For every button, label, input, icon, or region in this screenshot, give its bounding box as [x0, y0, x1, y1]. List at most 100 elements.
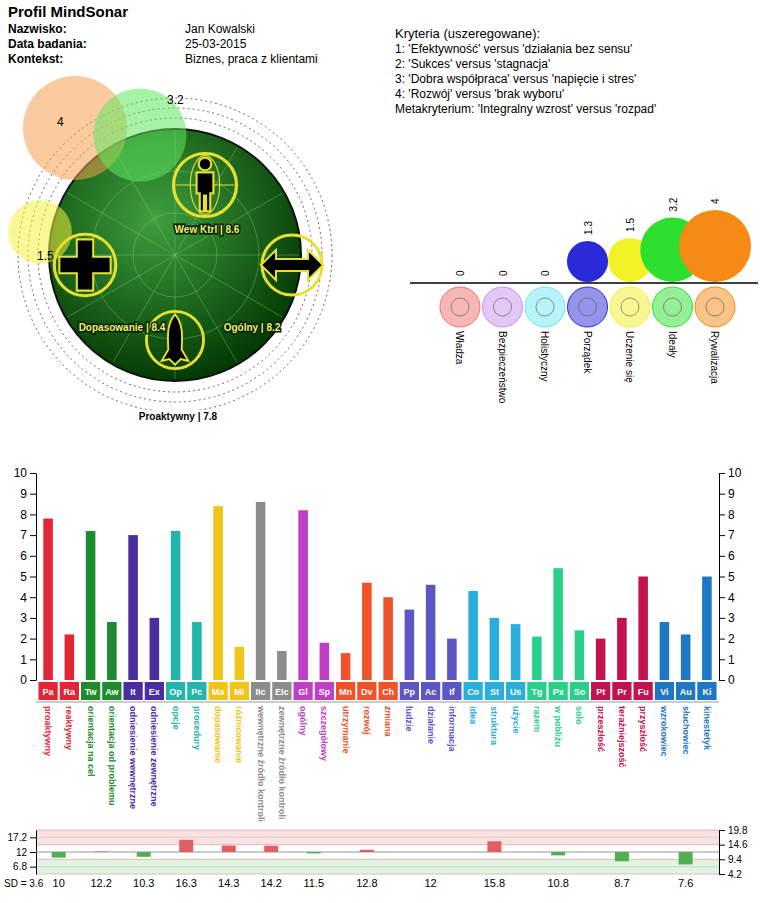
category-code: Ac	[425, 687, 437, 697]
bar	[426, 585, 436, 680]
code-box	[379, 682, 398, 700]
field-value: 25-03-2015	[185, 37, 247, 51]
icon-shape	[59, 239, 110, 290]
tick: 5	[719, 570, 735, 584]
tick-label: 7	[20, 528, 27, 542]
deviation-bar	[222, 846, 236, 852]
bar	[596, 639, 606, 680]
category-name: w pobliżu	[553, 705, 563, 747]
bar	[638, 577, 648, 681]
code-box	[60, 682, 79, 700]
tick-label: 12	[16, 847, 28, 858]
code-box	[676, 682, 695, 700]
bar	[107, 622, 117, 680]
category-code: Px	[553, 687, 564, 697]
category-code: Ex	[149, 687, 160, 697]
deviation-bars	[36, 840, 719, 865]
tick: 7	[20, 528, 36, 542]
data-label: 14.3	[218, 877, 239, 889]
code-box	[81, 682, 100, 700]
web-line	[68, 193, 283, 317]
category-name: orientacja na cel	[86, 706, 96, 777]
bar	[65, 634, 75, 680]
criterion: 3: 'Dobra współpraca' versus 'napięcie i…	[395, 72, 636, 86]
category-name: idea	[468, 706, 478, 725]
data-label: 11.5	[303, 877, 324, 889]
axis-line	[719, 831, 720, 875]
bar	[532, 637, 542, 680]
data-label: 1.3	[583, 221, 594, 235]
tick: 9.4	[719, 854, 742, 865]
category-code: Vi	[660, 687, 668, 697]
bubble-label: 4	[57, 115, 64, 129]
code-box	[357, 682, 376, 700]
code-box	[591, 682, 610, 700]
axis: 012345678910	[14, 466, 37, 687]
category-code: Ch	[382, 687, 394, 697]
grid-line	[36, 837, 719, 838]
category-name: opcje	[171, 706, 181, 730]
category-code: IIc	[256, 687, 266, 697]
category-name: szczegółowy	[319, 706, 329, 761]
tick-mark	[719, 577, 725, 578]
field-label: Kontekst:	[8, 52, 63, 66]
bar	[553, 568, 563, 680]
tick-label: 4	[728, 591, 735, 605]
tick: 0	[20, 673, 36, 687]
tick-label: 3	[728, 611, 735, 625]
category-chip-core	[706, 298, 724, 316]
category-label: Rywalizacja	[709, 331, 720, 384]
deviation-bar	[679, 852, 693, 864]
icon	[174, 154, 237, 217]
tick-label: 9	[728, 487, 735, 501]
field-label: Nazwisko:	[8, 22, 67, 36]
category-chip-core	[494, 298, 512, 316]
criteria-title: Kryteria (uszeregowane):	[395, 26, 540, 41]
icon-shape	[261, 250, 323, 280]
category-name: struktura	[489, 706, 499, 746]
tick: 1	[20, 653, 36, 667]
tick: 10	[14, 466, 36, 480]
tick: 6.8	[13, 861, 36, 872]
bar	[405, 610, 415, 680]
title: Profil MindSonar	[8, 3, 128, 20]
data-label: 16.3	[176, 877, 197, 889]
category-name: wzrokowiec	[659, 705, 669, 757]
bar	[468, 591, 478, 680]
tick-label: 7	[728, 528, 735, 542]
tick-mark	[719, 680, 725, 681]
data-label: 1.5	[625, 218, 636, 232]
bar	[702, 577, 712, 681]
category-name: proaktywny	[43, 706, 53, 756]
tick: 1	[719, 653, 735, 667]
grid-line	[36, 866, 719, 867]
bubble-label: 3.2	[167, 93, 184, 107]
category-chip	[610, 287, 650, 327]
category-name: przyszłość	[638, 706, 648, 752]
tick-mark	[30, 852, 36, 853]
category-code: Fu	[638, 687, 649, 697]
category-label: Porządek	[582, 331, 593, 374]
tick-label: 3	[20, 611, 27, 625]
category-name: solo	[574, 706, 584, 725]
bar	[43, 519, 53, 680]
tick: 4.2	[719, 869, 742, 880]
baseline	[410, 282, 758, 284]
tick: 14.6	[719, 839, 748, 850]
data-label: 8.7	[614, 877, 629, 889]
profile: Profil MindSonarNazwisko:Jan KowalskiDat…	[0, 0, 762, 903]
tick-label: 4	[20, 591, 27, 605]
category-code: Pp	[404, 687, 416, 697]
bar	[383, 597, 393, 680]
bar	[660, 622, 670, 680]
tick-label: 4.2	[728, 869, 742, 880]
category-name: użycie	[511, 706, 521, 734]
code-box	[293, 682, 312, 700]
tick-label: 1	[20, 653, 27, 667]
bubble	[679, 210, 751, 282]
band	[36, 830, 719, 845]
category-code: Dv	[361, 687, 373, 697]
data-label: 0	[540, 270, 551, 276]
category-chip	[525, 287, 565, 327]
tick-mark	[30, 494, 36, 495]
